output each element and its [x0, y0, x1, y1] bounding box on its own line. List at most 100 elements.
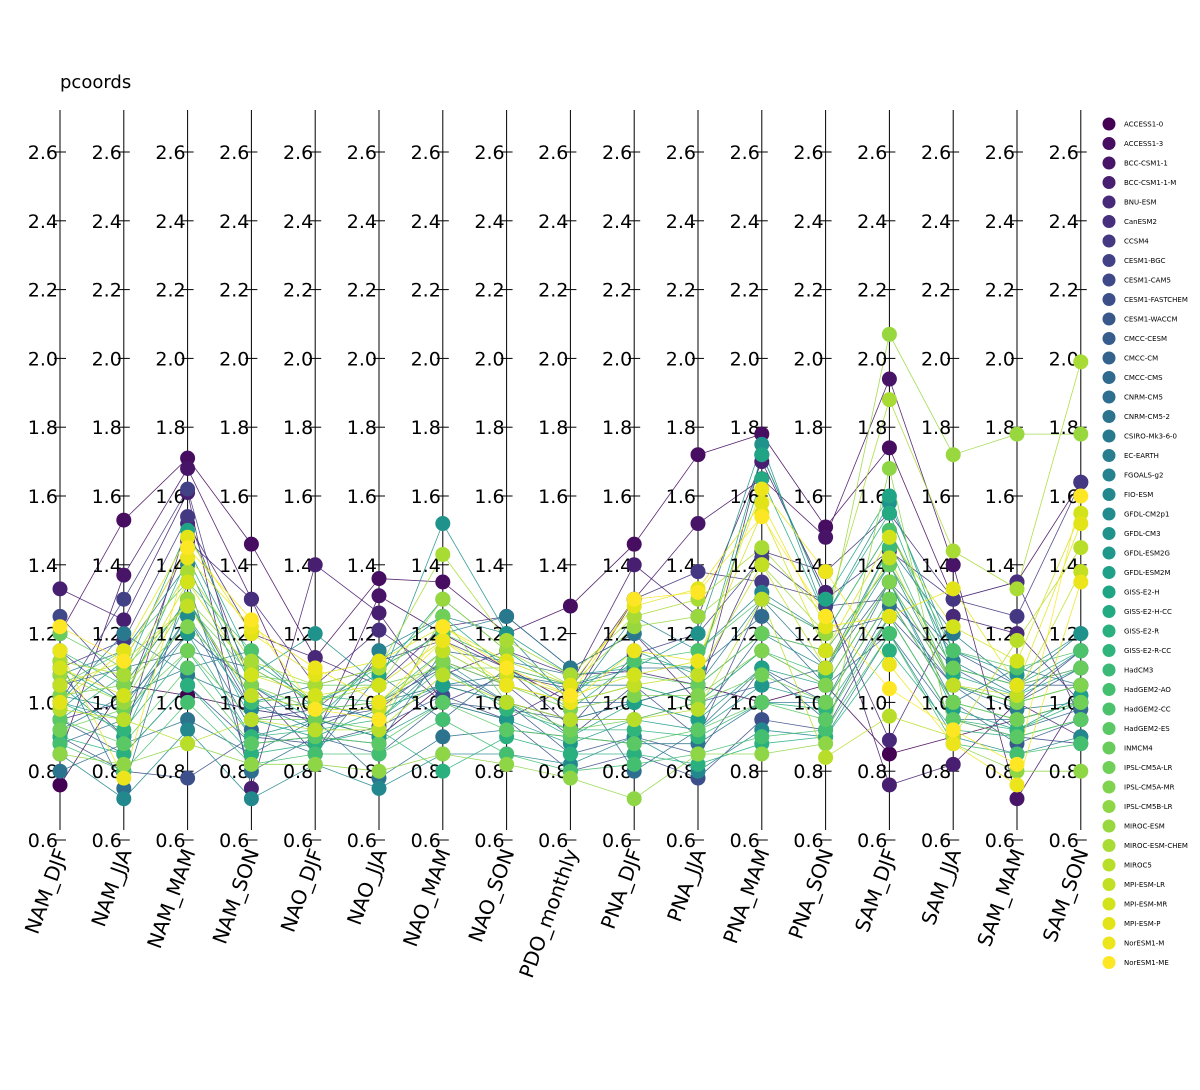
- tick-label: 1.0: [985, 692, 1015, 714]
- tick-label: 1.4: [411, 555, 441, 577]
- data-point: [371, 622, 387, 638]
- data-point: [243, 536, 259, 552]
- tick-label: 1.6: [857, 486, 887, 508]
- tick-label: 1.0: [283, 692, 313, 714]
- legend-label: IPSL-CM5A-MR: [1124, 784, 1175, 792]
- data-point: [1073, 574, 1089, 590]
- data-point: [626, 591, 642, 607]
- data-point: [690, 712, 706, 728]
- data-point: [243, 643, 259, 659]
- data-point: [116, 677, 132, 693]
- tick-label: 2.4: [474, 211, 504, 233]
- data-point: [626, 756, 642, 772]
- data-point: [307, 650, 323, 666]
- tick-label: 1.0: [92, 692, 122, 714]
- data-point: [754, 608, 770, 624]
- data-point: [881, 326, 897, 342]
- data-point: [754, 746, 770, 762]
- tick-label: 1.2: [1049, 624, 1079, 646]
- tick-label: 2.6: [28, 142, 58, 164]
- tick-label: 2.0: [538, 348, 568, 370]
- tick-label: 0.6: [347, 830, 377, 852]
- data-point: [690, 516, 706, 532]
- data-point: [945, 736, 961, 752]
- data-point: [1009, 608, 1025, 624]
- tick-label: 1.0: [474, 692, 504, 714]
- data-point: [52, 643, 68, 659]
- data-point: [435, 632, 451, 648]
- data-point: [435, 608, 451, 624]
- tick-label: 1.6: [283, 486, 313, 508]
- tick-label: 1.2: [219, 624, 249, 646]
- data-point: [435, 653, 451, 669]
- data-point: [435, 591, 451, 607]
- data-point: [180, 574, 196, 590]
- tick-label: 0.6: [155, 830, 185, 852]
- data-point: [881, 732, 897, 748]
- tick-label: 1.4: [283, 555, 313, 577]
- data-point: [307, 701, 323, 717]
- data-point: [945, 608, 961, 624]
- data-point: [180, 550, 196, 566]
- data-point: [818, 712, 834, 728]
- tick-label: 0.8: [793, 761, 823, 783]
- tick-label: 0.8: [666, 761, 696, 783]
- data-point: [116, 756, 132, 772]
- tick-label: 2.0: [1049, 348, 1079, 370]
- legend-marker: [1102, 254, 1116, 267]
- data-point: [945, 591, 961, 607]
- data-point: [1073, 694, 1089, 710]
- tick-label: 0.6: [602, 830, 632, 852]
- data-point: [52, 722, 68, 738]
- data-point: [371, 712, 387, 728]
- tick-label: 1.6: [474, 486, 504, 508]
- data-point: [180, 529, 196, 545]
- data-point: [881, 746, 897, 762]
- data-point: [562, 722, 578, 738]
- tick-label: 2.4: [793, 211, 823, 233]
- data-point: [116, 667, 132, 683]
- legend-marker: [1102, 663, 1116, 677]
- legend-label: CanESM2: [1124, 218, 1157, 226]
- tick-label: 1.6: [538, 486, 568, 508]
- data-point: [371, 763, 387, 779]
- data-point: [881, 777, 897, 793]
- data-point: [626, 667, 642, 683]
- legend-marker: [1102, 819, 1116, 833]
- data-point: [499, 712, 515, 728]
- tick-label: 2.0: [411, 348, 441, 370]
- data-point: [626, 536, 642, 552]
- data-point: [180, 598, 196, 614]
- data-point: [499, 677, 515, 693]
- tick-label: 1.0: [538, 692, 568, 714]
- tick-label: 1.2: [474, 624, 504, 646]
- legend-label: NorESM1-M: [1124, 940, 1164, 948]
- data-point: [180, 643, 196, 659]
- data-point: [307, 712, 323, 728]
- legend-label: MIROC-ESM: [1124, 823, 1165, 831]
- legend-label: GFDL-ESM2G: [1124, 550, 1170, 558]
- data-point: [1009, 791, 1025, 807]
- data-point: [371, 736, 387, 752]
- data-point: [1073, 643, 1089, 659]
- data-point: [180, 540, 196, 556]
- data-point: [371, 746, 387, 762]
- data-point: [881, 643, 897, 659]
- data-point: [243, 653, 259, 669]
- tick-label: 2.0: [92, 348, 122, 370]
- data-point: [1009, 746, 1025, 762]
- data-point: [690, 643, 706, 659]
- tick-label: 2.6: [92, 142, 122, 164]
- tick-label: 2.0: [921, 348, 951, 370]
- tick-label: 1.8: [538, 417, 568, 439]
- tick-label: 1.8: [347, 417, 377, 439]
- axis-label-PDO_monthly: PDO_monthly: [514, 845, 583, 981]
- data-point: [945, 447, 961, 463]
- legend-marker: [1102, 722, 1116, 735]
- legend-marker: [1102, 858, 1116, 872]
- legend-marker: [1102, 312, 1116, 326]
- axis-label-PNA_SON: PNA_SON: [784, 846, 839, 943]
- data-point: [180, 460, 196, 476]
- tick-label: 1.4: [347, 555, 377, 577]
- data-point: [1073, 677, 1089, 693]
